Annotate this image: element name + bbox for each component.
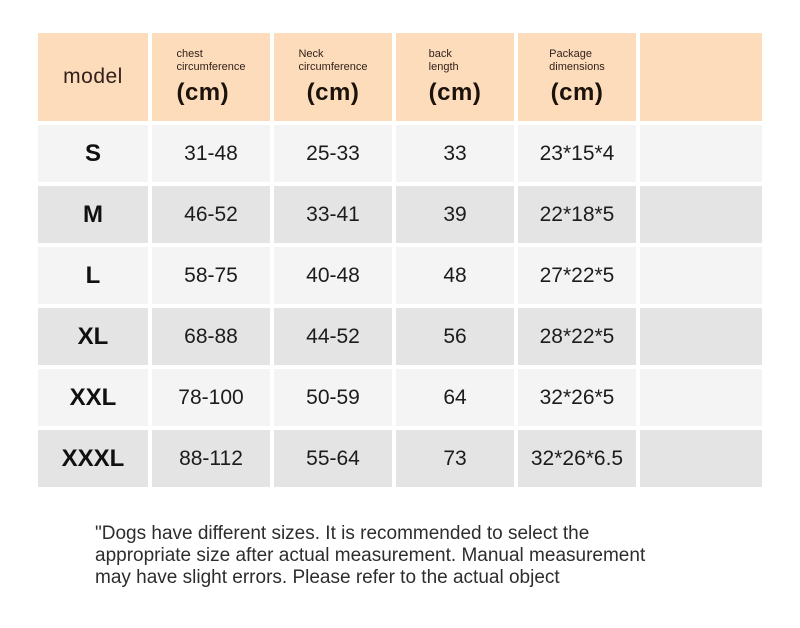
- cell-neck-circumference: 44-52: [274, 308, 392, 365]
- header-cell-model: model: [38, 33, 148, 121]
- cell-blank: [640, 247, 762, 304]
- cell-model: XXXL: [38, 430, 148, 487]
- cell-chest-circumference: 78-100: [152, 369, 270, 426]
- header-cell-neck-circumference: Neck circumference (cm): [274, 33, 392, 121]
- column-caption-line: circumference: [298, 60, 368, 73]
- column-caption-line: dimensions: [549, 60, 605, 73]
- cell-model: L: [38, 247, 148, 304]
- column-header-block: chest circumference (cm): [176, 48, 245, 107]
- column-caption-line: Package: [549, 47, 592, 60]
- cell-back-length: 33: [396, 125, 514, 182]
- cell-chest-circumference: 88-112: [152, 430, 270, 487]
- cell-back-length: 56: [396, 308, 514, 365]
- unit-label: (cm): [306, 78, 360, 106]
- unit-label: (cm): [176, 78, 230, 106]
- column-header-block: Package dimensions (cm): [549, 48, 605, 107]
- cell-package-dimensions: 32*26*5: [518, 369, 636, 426]
- cell-model: XL: [38, 308, 148, 365]
- header-cell-chest-circumference: chest circumference (cm): [152, 33, 270, 121]
- cell-blank: [640, 430, 762, 487]
- cell-model: S: [38, 125, 148, 182]
- footnote-line: appropriate size after actual measuremen…: [95, 545, 646, 566]
- cell-blank: [640, 308, 762, 365]
- footnote: "Dogs have different sizes. It is recomm…: [95, 523, 645, 589]
- cell-package-dimensions: 32*26*6.5: [518, 430, 636, 487]
- cell-package-dimensions: 27*22*5: [518, 247, 636, 304]
- header-cell-package-dimensions: Package dimensions (cm): [518, 33, 636, 121]
- column-caption-line: Neck: [298, 47, 324, 60]
- column-header-block: back length (cm): [429, 48, 482, 107]
- cell-neck-circumference: 33-41: [274, 186, 392, 243]
- cell-back-length: 39: [396, 186, 514, 243]
- cell-back-length: 48: [396, 247, 514, 304]
- cell-neck-circumference: 40-48: [274, 247, 392, 304]
- cell-back-length: 64: [396, 369, 514, 426]
- cell-back-length: 73: [396, 430, 514, 487]
- column-caption-line: chest: [176, 47, 203, 60]
- column-caption-line: back: [428, 47, 452, 60]
- cell-package-dimensions: 22*18*5: [518, 186, 636, 243]
- footnote-line: "Dogs have different sizes. It is recomm…: [95, 523, 590, 544]
- cell-neck-circumference: 50-59: [274, 369, 392, 426]
- footnote-line: may have slight errors. Please refer to …: [95, 567, 560, 588]
- unit-label: (cm): [550, 78, 604, 106]
- cell-neck-circumference: 55-64: [274, 430, 392, 487]
- cell-package-dimensions: 28*22*5: [518, 308, 636, 365]
- cell-model: M: [38, 186, 148, 243]
- column-caption-line: length: [428, 60, 459, 73]
- header-cell-blank: [640, 33, 762, 121]
- header-cell-back-length: back length (cm): [396, 33, 514, 121]
- cell-blank: [640, 125, 762, 182]
- cell-package-dimensions: 23*15*4: [518, 125, 636, 182]
- cell-chest-circumference: 46-52: [152, 186, 270, 243]
- cell-chest-circumference: 68-88: [152, 308, 270, 365]
- size-chart-table: model chest circumference (cm) Neck circ…: [38, 33, 762, 487]
- cell-chest-circumference: 58-75: [152, 247, 270, 304]
- column-header-block: Neck circumference (cm): [298, 48, 367, 107]
- cell-model: XXL: [38, 369, 148, 426]
- cell-blank: [640, 369, 762, 426]
- cell-neck-circumference: 25-33: [274, 125, 392, 182]
- cell-blank: [640, 186, 762, 243]
- unit-label: (cm): [428, 78, 482, 106]
- column-caption-line: circumference: [176, 60, 246, 73]
- cell-chest-circumference: 31-48: [152, 125, 270, 182]
